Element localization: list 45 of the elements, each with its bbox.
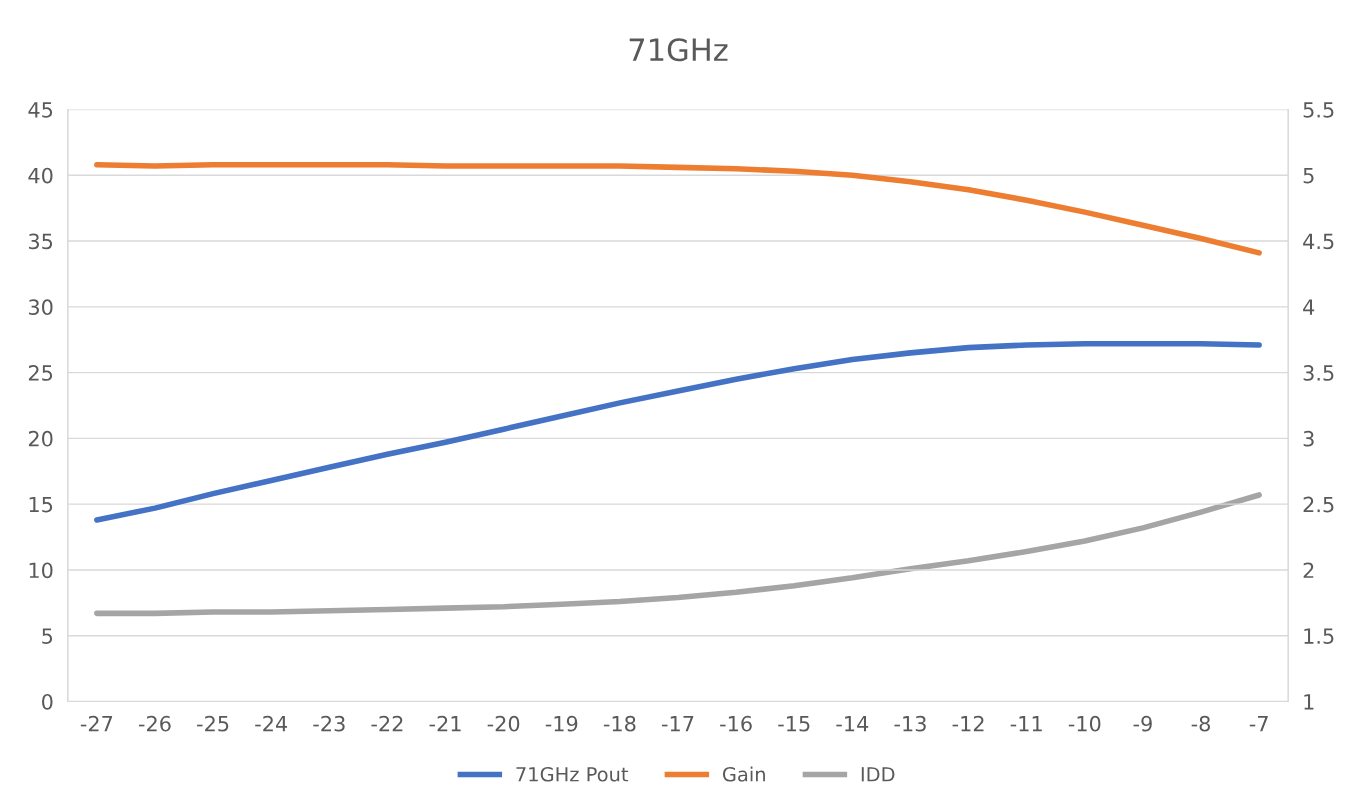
y2-tick-label: 4.5 [1303, 233, 1334, 250]
y-tick-label: 45 [28, 102, 53, 118]
y2-tick-label: 5.5 [1303, 102, 1334, 118]
x-tick-label: -21 [429, 715, 461, 732]
x-tick-label: -10 [1068, 715, 1101, 732]
x-tick-label: -15 [778, 716, 810, 732]
y2-tick-label: 2 [1303, 562, 1314, 578]
y2-tick-label: 2.5 [1303, 496, 1334, 513]
x-tick-label: -23 [313, 715, 345, 732]
x-tick-label: -12 [952, 715, 984, 732]
y-tick-label: 20 [28, 430, 53, 447]
y-tick-label: 30 [28, 299, 53, 316]
y-tick-label: 15 [29, 496, 53, 513]
y-tick-label: 40 [28, 167, 53, 184]
legend-label: 71GHz Pout [516, 766, 629, 782]
legend-label: Gain [722, 766, 765, 782]
y-tick-label: 35 [28, 233, 53, 250]
x-tick-label: -20 [487, 715, 520, 732]
y-tick-label: 25 [28, 365, 53, 381]
y2-tick-label: 3 [1303, 430, 1314, 447]
x-tick-label: -14 [836, 716, 869, 732]
x-tick-label: -8 [1191, 715, 1210, 732]
x-tick-label: -9 [1133, 715, 1152, 732]
chart-title: 71GHz [629, 38, 728, 62]
y2-tick-label: 5 [1303, 167, 1314, 184]
y2-tick-label: 1 [1304, 694, 1314, 710]
x-tick-label: -16 [720, 715, 752, 732]
x-tick-label: -18 [603, 715, 636, 732]
x-tick-label: -7 [1249, 716, 1268, 732]
y-tick-label: 5 [42, 628, 53, 644]
x-tick-label: -13 [894, 715, 926, 732]
x-tick-label: -26 [138, 715, 171, 732]
x-tick-label: -17 [662, 716, 694, 732]
y2-tick-label: 1.5 [1304, 628, 1334, 644]
y2-tick-label: 4 [1303, 299, 1315, 315]
y-tick-label: 10 [29, 562, 53, 579]
x-tick-label: -25 [197, 715, 229, 732]
x-tick-label: -27 [80, 715, 113, 732]
y-tick-label: 0 [42, 693, 53, 710]
x-tick-label: -11 [1010, 716, 1042, 732]
x-tick-label: -24 [255, 715, 288, 732]
y2-tick-label: 3.5 [1303, 365, 1334, 381]
x-tick-label: -19 [545, 715, 578, 732]
legend-label: IDD [861, 767, 895, 782]
x-tick-label: -22 [371, 715, 403, 732]
